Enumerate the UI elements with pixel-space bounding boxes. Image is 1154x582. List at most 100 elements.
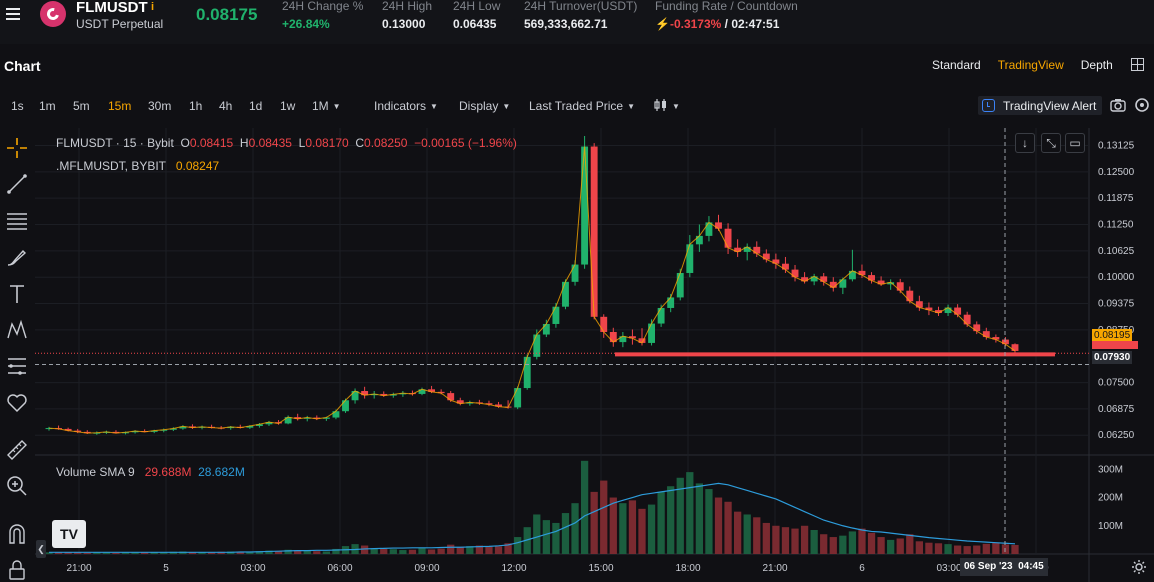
scroll-left-icon[interactable]: ❮ [36, 540, 46, 558]
text-icon[interactable] [5, 282, 29, 306]
candle-body [858, 270, 866, 276]
display-button[interactable]: Display ▼ [459, 99, 510, 113]
interval-5m[interactable]: 5m [73, 99, 90, 113]
candle-body [973, 324, 981, 332]
stat-label: 24H Low [453, 0, 501, 13]
volume-legend: Volume SMA 9 29.688M 28.682M [56, 465, 245, 479]
candle-body [332, 411, 340, 418]
interval-4h[interactable]: 4h [219, 99, 233, 113]
price-tick-label: 0.11875 [1098, 193, 1134, 204]
scroll-down-icon[interactable]: ↓ [1015, 133, 1035, 153]
candle-body [705, 222, 713, 236]
candle-body [303, 417, 311, 419]
volume-bar [456, 546, 464, 554]
interval-1h[interactable]: 1h [189, 99, 203, 113]
chevron-down-icon: ▼ [332, 102, 341, 111]
volume-bar [992, 542, 1000, 554]
fib-lines-icon[interactable] [5, 208, 29, 232]
camera-icon[interactable] [1110, 98, 1126, 112]
volume-bar [437, 548, 445, 554]
tab-tradingview[interactable]: TradingView [997, 58, 1064, 72]
volume-bar [810, 530, 818, 554]
candle-body [169, 428, 177, 430]
lock-icon[interactable] [5, 558, 29, 582]
candle-body [782, 263, 789, 270]
volume-bar [820, 534, 828, 554]
volume-bar [896, 538, 904, 554]
indicators-button[interactable]: Indicators ▼ [374, 99, 438, 113]
menu-icon[interactable] [6, 8, 20, 20]
tradingview-alert-label: TradingView Alert [1003, 98, 1097, 113]
volume-bar [877, 537, 885, 554]
candle-body [868, 275, 875, 281]
price-chart[interactable]: 0.13125 0.12500 0.11875 0.11250 0.10625 0.100… [35, 128, 1154, 582]
candle-body [179, 426, 187, 429]
candle-body [389, 394, 397, 396]
magnet-icon[interactable] [5, 522, 29, 546]
volume-bar [64, 552, 72, 554]
candle-body [906, 290, 914, 302]
volume-bar [571, 503, 579, 554]
chart-title: Chart [4, 58, 41, 74]
heart-icon[interactable] [5, 390, 29, 414]
cursor-date: 06 Sep '23 [964, 561, 1013, 572]
stat-value: 569,333,662.71 [524, 17, 608, 31]
stat-value: 0.13000 [382, 17, 426, 31]
volume-bar [829, 537, 837, 554]
volume-bar [915, 541, 923, 554]
mark-price-series: .MFLMUSDT, BYBIT [56, 159, 166, 173]
tradingview-alert-button[interactable]: TradingView Alert [978, 96, 1103, 115]
cursor-time: 04:45 [1018, 561, 1044, 572]
volume-bar [322, 551, 331, 554]
interval-1w[interactable]: 1w [280, 99, 296, 113]
interval-1m[interactable]: 1m [39, 99, 56, 113]
candle-body [571, 264, 579, 282]
volume-bar [1011, 544, 1019, 554]
price-type-select[interactable]: Last Traded Price ▼ [529, 99, 635, 113]
candle-body [150, 430, 158, 432]
pattern-icon[interactable] [5, 318, 29, 342]
expand-icon[interactable]: ⤡ [1041, 133, 1061, 153]
volume-bar [360, 545, 369, 554]
volume-bar [619, 503, 627, 554]
interval-1s[interactable]: 1s [11, 99, 24, 113]
interval-30m[interactable]: 30m [148, 99, 172, 113]
volume-bar [427, 549, 436, 554]
fullscreen-icon[interactable] [1134, 97, 1150, 113]
ruler-icon[interactable] [5, 438, 29, 462]
interval-15m[interactable]: 15m [108, 99, 132, 113]
volume-bar [514, 537, 522, 554]
candle-body [581, 146, 589, 265]
gear-icon[interactable] [1131, 559, 1147, 575]
layout-grid-icon[interactable] [1131, 58, 1144, 71]
measure-icon[interactable] [5, 354, 29, 378]
candle-body [839, 279, 847, 288]
volume-bar [686, 472, 694, 554]
brush-icon[interactable] [5, 246, 29, 270]
candle-body [982, 331, 990, 338]
interval-1d[interactable]: 1d [249, 99, 263, 113]
volume-bar [102, 552, 111, 554]
interval-1M-label: 1M [312, 99, 329, 113]
symbol-name[interactable]: FLMUSDT [76, 0, 148, 16]
volume-bar [494, 546, 503, 554]
stat-value: 0.06435 [453, 17, 497, 31]
info-icon[interactable]: i [151, 1, 155, 13]
price-tick-label: 0.09375 [1098, 299, 1135, 310]
restore-icon[interactable]: ▭ [1065, 133, 1085, 153]
volume-bar [246, 552, 254, 554]
zoom-in-icon[interactable] [5, 474, 29, 498]
volume-bar [934, 543, 943, 554]
chart-type-button[interactable]: ▼ [654, 99, 680, 113]
tab-standard[interactable]: Standard [932, 58, 981, 72]
volume-bar [982, 543, 990, 554]
volume-bar [380, 548, 388, 554]
interval-1M[interactable]: 1M ▼ [312, 99, 341, 113]
tab-depth[interactable]: Depth [1080, 58, 1113, 72]
tradingview-logo[interactable]: TV [52, 520, 86, 548]
trend-line-icon[interactable] [5, 172, 29, 196]
candle-body [734, 247, 742, 252]
volume-tick-label: 100M [1098, 521, 1123, 532]
cursor-time-tag: 06 Sep '23 04:45 [960, 558, 1048, 576]
crosshair-icon[interactable] [5, 136, 29, 160]
